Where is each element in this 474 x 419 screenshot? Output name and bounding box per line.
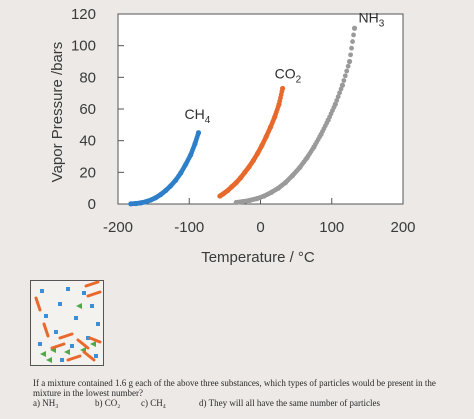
interp-point xyxy=(351,32,356,38)
x-tick-label: -100 xyxy=(174,219,204,236)
orange-particle xyxy=(76,338,90,350)
series-label-nh3: NH3 xyxy=(359,9,385,29)
green-particle xyxy=(46,357,52,363)
series-label-sub: 3 xyxy=(379,18,385,29)
y-tick-label: 100 xyxy=(71,38,96,55)
series-label-main: NH xyxy=(359,9,379,25)
option-a[interactable]: a) NH₃ xyxy=(33,398,59,408)
plot-frame xyxy=(117,13,404,205)
x-tick-label: 200 xyxy=(390,219,415,236)
series-label-co2: CO2 xyxy=(275,65,302,85)
orange-particle xyxy=(34,296,42,312)
blue-particle xyxy=(70,344,74,348)
orange-particle xyxy=(82,350,96,362)
series-labels: CH4 CO2 NH3 xyxy=(185,9,385,126)
series-nh3 xyxy=(233,25,358,206)
blue-particle xyxy=(94,354,98,358)
interp-point xyxy=(337,90,342,96)
data-point xyxy=(346,58,353,65)
blue-particle xyxy=(86,336,90,340)
blue-particle xyxy=(54,330,58,334)
orange-particle xyxy=(66,354,82,362)
data-point xyxy=(339,82,346,88)
orange-particle xyxy=(86,290,102,298)
orange-particle xyxy=(50,342,66,350)
question-text: If a mixture contained 1.6 g each of the… xyxy=(33,378,436,398)
y-tick-label: 20 xyxy=(79,164,96,181)
orange-particle xyxy=(42,322,50,338)
series-co2 xyxy=(217,85,286,199)
blue-particle xyxy=(44,314,48,318)
y-tick-label: 0 xyxy=(88,196,96,213)
x-tick-label: -200 xyxy=(103,219,133,236)
y-axis-title: Vapor Pressure /bars xyxy=(49,42,66,183)
interp-point xyxy=(349,45,354,51)
interp-point xyxy=(350,39,355,44)
x-axis-title: Temperature / °C xyxy=(201,249,315,266)
interp-point xyxy=(344,68,350,74)
green-particle xyxy=(76,303,82,309)
blue-particle xyxy=(82,291,86,295)
question-block: If a mixture contained 1.6 g each of the… xyxy=(33,378,453,408)
vapor-pressure-chart: 0 20 40 60 80 100 120 -200 -100 0 100 200 CH4 CO2 NH3… xyxy=(49,6,416,266)
blue-particle xyxy=(74,316,78,320)
series-label-sub: 2 xyxy=(296,74,302,85)
x-tick-label: 0 xyxy=(256,219,264,236)
option-b[interactable]: b) CO₂ xyxy=(95,398,121,408)
answer-options: a) NH₃ b) CO₂ c) CH₄ d) They will all ha… xyxy=(33,398,453,408)
orange-particle xyxy=(58,332,74,340)
data-series xyxy=(128,25,358,207)
interp-point xyxy=(335,94,341,100)
y-tick-label: 40 xyxy=(79,133,96,150)
x-tick-label: 100 xyxy=(319,219,344,236)
blue-particle xyxy=(40,289,44,293)
blue-particle xyxy=(90,304,94,308)
interp-point xyxy=(334,98,340,103)
y-tick-label: 60 xyxy=(79,101,96,118)
interp-point xyxy=(341,78,347,83)
data-point xyxy=(351,25,358,31)
particle-mixture-box xyxy=(30,280,104,366)
series-label-main: CH xyxy=(185,106,205,122)
blue-particle xyxy=(96,322,100,326)
series-ch4 xyxy=(128,130,202,207)
option-c[interactable]: c) CH₄ xyxy=(141,398,166,408)
interp-point xyxy=(342,73,348,79)
particles xyxy=(34,280,102,363)
data-point xyxy=(279,85,286,92)
y-tick-label: 120 xyxy=(71,6,96,23)
y-tick-label: 80 xyxy=(79,69,96,86)
orange-particle xyxy=(84,280,100,288)
green-particle xyxy=(90,341,96,347)
particle-mixture-svg xyxy=(30,280,104,366)
blue-particle xyxy=(66,287,70,291)
series-label-main: CO xyxy=(275,65,296,81)
series-label-ch4: CH4 xyxy=(185,106,211,126)
chart-area: 0 20 40 60 80 100 120 -200 -100 0 100 200 CH4 CO2 NH3… xyxy=(49,6,416,266)
interp-point xyxy=(345,63,351,69)
blue-particle xyxy=(60,358,64,362)
axes: 0 20 40 60 80 100 120 -200 -100 0 100 200 xyxy=(71,6,416,236)
data-point xyxy=(332,101,338,107)
interp-point xyxy=(338,86,344,92)
series-label-sub: 4 xyxy=(205,115,211,126)
interp-point xyxy=(348,52,353,58)
blue-particle xyxy=(38,342,42,346)
green-particle xyxy=(40,351,46,357)
orange-particle xyxy=(88,336,102,344)
option-d[interactable]: d) They will all have the same number of… xyxy=(199,398,381,408)
green-particle xyxy=(64,349,70,355)
blue-particle xyxy=(58,302,62,306)
data-point xyxy=(195,130,202,136)
